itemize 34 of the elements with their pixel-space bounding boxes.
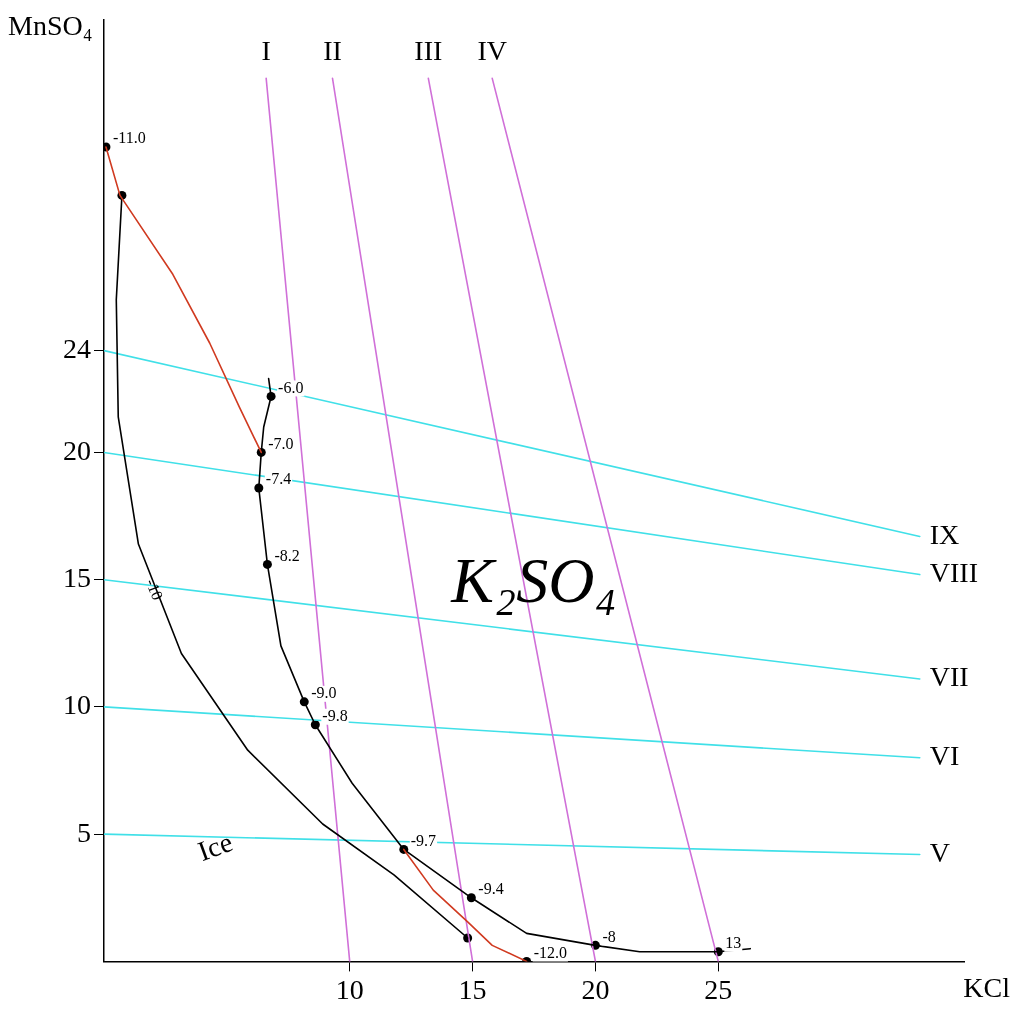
annotation: 13	[725, 933, 742, 951]
series-label: VIII	[929, 556, 978, 588]
series-label: IV	[477, 34, 507, 66]
annotation: -7.0	[268, 434, 294, 452]
annotation: Ice	[193, 825, 237, 867]
y-tick-label: 5	[77, 816, 91, 848]
series-label: VII	[929, 661, 969, 693]
annotation: -8	[602, 927, 616, 945]
annotation: -12.0	[533, 943, 567, 961]
annotation: -9.8	[322, 706, 348, 724]
annotation: K₂SO₄	[450, 544, 617, 616]
annotation: -9.0	[311, 684, 337, 702]
annotation: -8.2	[274, 546, 300, 564]
x-tick-label: 20	[581, 973, 610, 1005]
series-label: VI	[929, 740, 960, 772]
annotation: -9.4	[478, 879, 504, 897]
x-tick-label: 15	[458, 973, 487, 1005]
y-tick-label: 20	[63, 434, 91, 466]
y-tick-label: 24	[63, 332, 91, 364]
series-label: V	[929, 836, 951, 868]
series-label: III	[414, 34, 443, 66]
annotation: -6.0	[278, 378, 304, 396]
x-axis-title: KCl	[963, 971, 1011, 1003]
y-tick-label: 15	[63, 562, 91, 594]
series-label: IX	[929, 518, 960, 550]
annotation: -9.7	[410, 831, 437, 849]
y-axis-title: MnSO₄	[8, 10, 93, 42]
y-tick-label: 10	[63, 689, 91, 721]
annotation: -7.4	[265, 470, 292, 488]
x-tick-label: 10	[335, 973, 364, 1005]
series-label: I	[261, 34, 271, 66]
x-tick-label: 25	[704, 973, 733, 1005]
annotation: -11.0	[112, 129, 146, 147]
series-label: II	[323, 34, 342, 66]
